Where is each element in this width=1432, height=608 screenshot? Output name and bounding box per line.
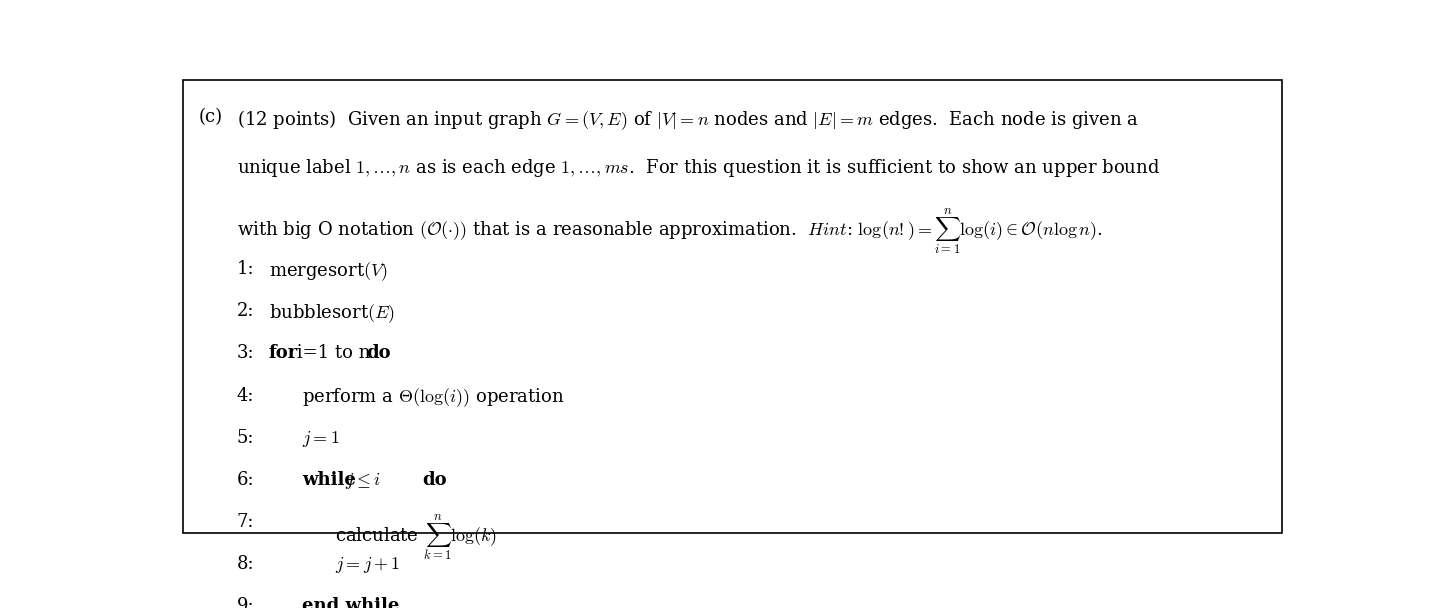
- Text: 9:: 9:: [236, 597, 255, 608]
- FancyBboxPatch shape: [183, 80, 1282, 533]
- Text: perform a $\Theta(\log(i))$ operation: perform a $\Theta(\log(i))$ operation: [302, 387, 564, 409]
- Text: i=1 to n: i=1 to n: [291, 345, 377, 362]
- Text: 5:: 5:: [236, 429, 255, 447]
- Text: $j = 1$: $j = 1$: [302, 429, 339, 449]
- Text: (c): (c): [199, 108, 223, 126]
- Text: do: do: [367, 345, 391, 362]
- Text: (12 points)  Given an input graph $G = (V, E)$ of $|V| = n$ nodes and $|E| = m$ : (12 points) Given an input graph $G = (V…: [236, 108, 1138, 132]
- Text: for: for: [269, 345, 298, 362]
- Text: 1:: 1:: [236, 260, 255, 278]
- Text: end while: end while: [302, 597, 400, 608]
- Text: mergesort$(V)$: mergesort$(V)$: [269, 260, 388, 283]
- Text: $j \leq i$: $j \leq i$: [339, 471, 381, 491]
- Text: do: do: [422, 471, 447, 489]
- Text: $j = j + 1$: $j = j + 1$: [335, 555, 401, 575]
- Text: calculate $\sum_{k=1}^{n} \log(k)$: calculate $\sum_{k=1}^{n} \log(k)$: [335, 513, 498, 563]
- Text: with big O notation $(\mathcal{O}(\cdot))$ that is a reasonable approximation.  : with big O notation $(\mathcal{O}(\cdot)…: [236, 206, 1103, 256]
- Text: 8:: 8:: [236, 555, 255, 573]
- Text: bubblesort$(E)$: bubblesort$(E)$: [269, 302, 395, 325]
- Text: 6:: 6:: [236, 471, 255, 489]
- Text: unique label $1, \ldots, n$ as is each edge $1, \ldots, ms$.  For this question : unique label $1, \ldots, n$ as is each e…: [236, 157, 1160, 179]
- Text: 3:: 3:: [236, 345, 255, 362]
- Text: 7:: 7:: [236, 513, 255, 531]
- Text: 4:: 4:: [236, 387, 255, 405]
- Text: 2:: 2:: [236, 302, 255, 320]
- Text: while: while: [302, 471, 357, 489]
